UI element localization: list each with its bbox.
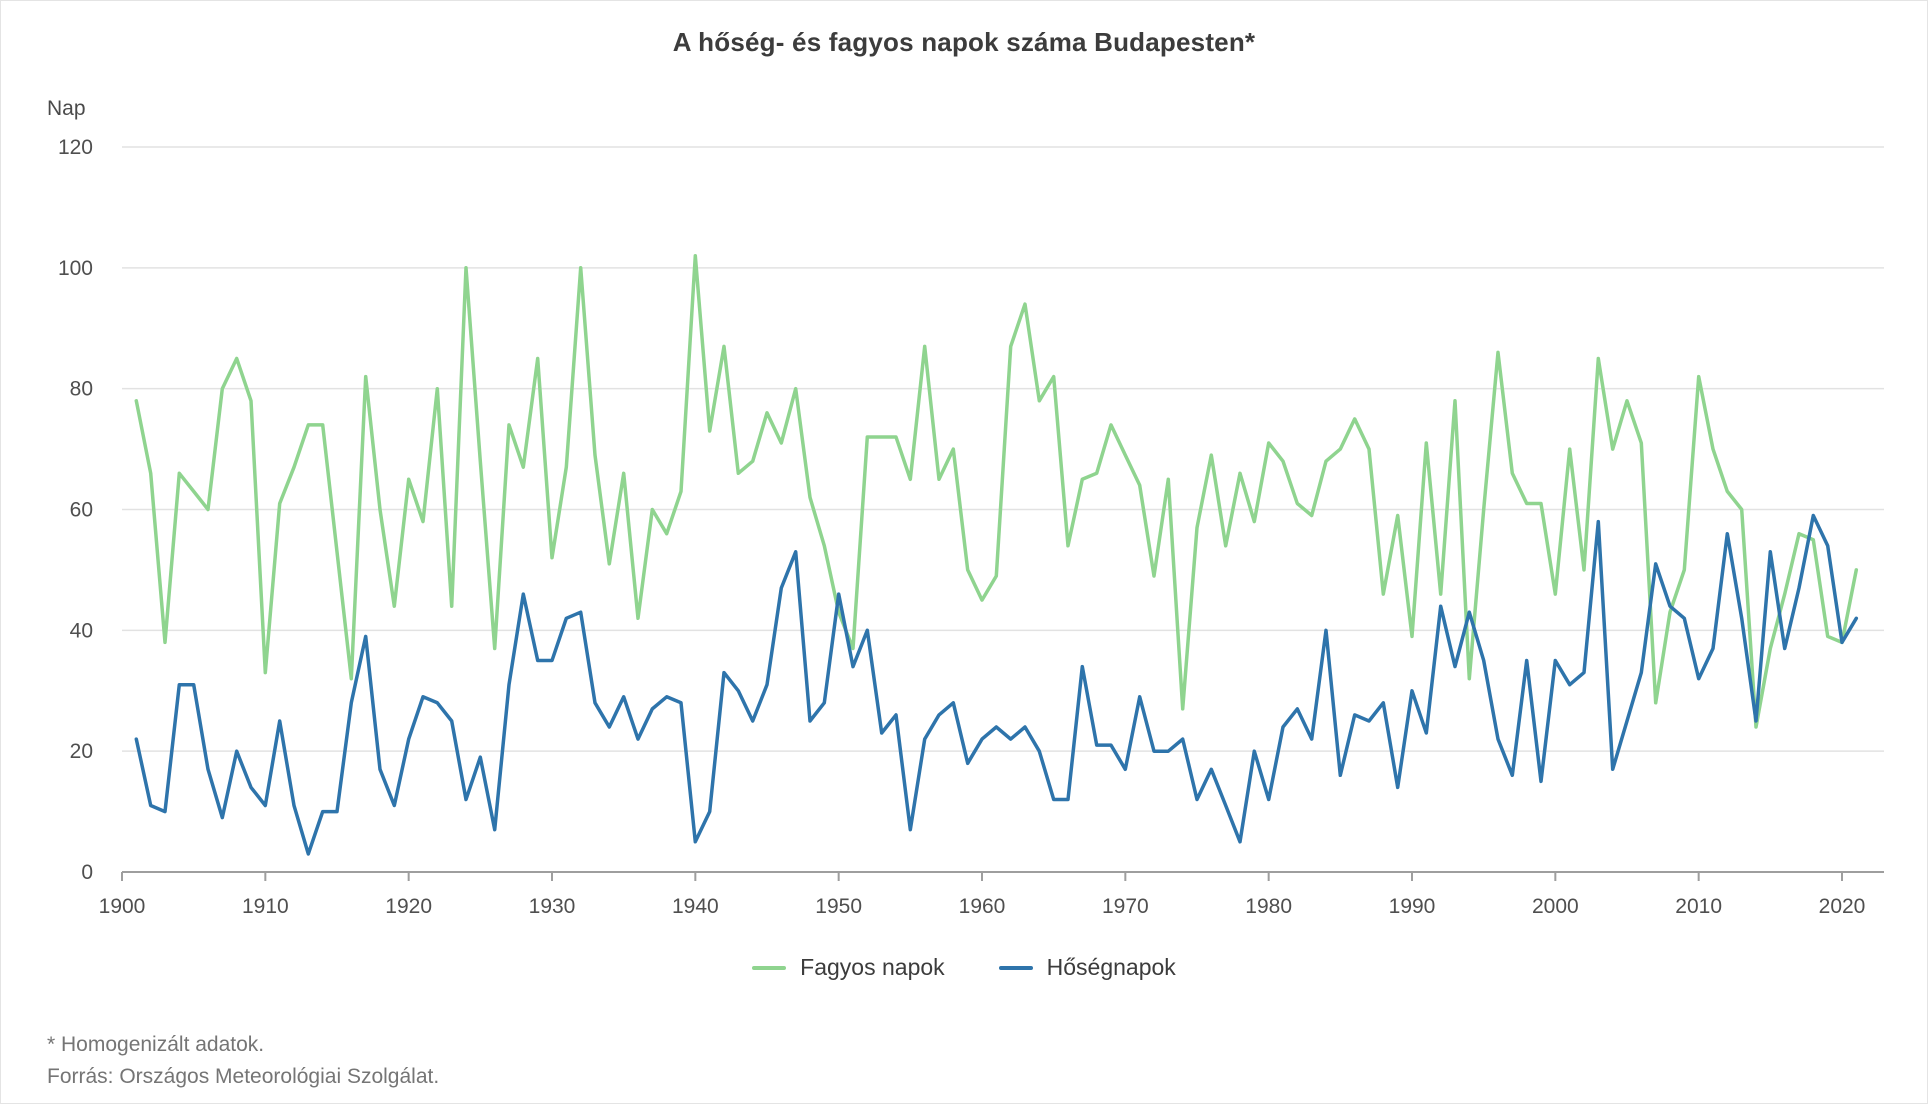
- footnote-homogenized-note: * Homogenizált adatok.: [47, 1033, 265, 1056]
- x-tick-label-2000: 2000: [1532, 895, 1579, 918]
- y-tick-label-100: 100: [58, 257, 93, 280]
- y-axis-unit-label: Nap: [47, 97, 86, 120]
- y-tick-label-80: 80: [70, 378, 93, 401]
- x-tick-labels: 1900 1910 1920 1930 1940 1950 1960 1970 1980 1990…: [99, 895, 1866, 918]
- y-tick-label-20: 20: [70, 740, 93, 763]
- x-tick-label-1900: 1900: [99, 895, 146, 918]
- chart-legend: Fagyos napok Hőségnapok: [1, 954, 1927, 981]
- series-line-frost-days: [134, 254, 1859, 729]
- gridlines: [122, 146, 1884, 873]
- y-tick-label-60: 60: [70, 499, 93, 522]
- x-tick-label-1960: 1960: [959, 895, 1006, 918]
- x-tick-label-1920: 1920: [385, 895, 432, 918]
- y-tick-label-40: 40: [70, 619, 93, 642]
- x-tick-label-1940: 1940: [672, 895, 719, 918]
- x-tick-label-1950: 1950: [815, 895, 862, 918]
- legend-label-heat-days: Hőségnapok: [1046, 954, 1176, 980]
- y-tick-label-0: 0: [81, 861, 93, 884]
- x-tick-label-1970: 1970: [1102, 895, 1149, 918]
- y-tick-labels: 0 20 40 60 80 100 120: [58, 136, 93, 884]
- legend-item-frost-days: Fagyos napok: [752, 954, 945, 981]
- chart-footnotes: * Homogenizált adatok. Forrás: Országos …: [47, 1029, 439, 1093]
- series-line-heat-days: [134, 513, 1859, 856]
- x-tick-label-1910: 1910: [242, 895, 289, 918]
- frost-line-swatch: [752, 965, 787, 970]
- legend-item-heat-days: Hőségnapok: [998, 954, 1176, 981]
- heat-line-swatch: [998, 965, 1033, 970]
- x-tick-label-1990: 1990: [1389, 895, 1436, 918]
- legend-label-frost-days: Fagyos napok: [800, 954, 945, 980]
- chart-title: A hőség- és fagyos napok száma Budapeste…: [672, 27, 1256, 57]
- x-tick-label-1980: 1980: [1245, 895, 1292, 918]
- y-tick-label-120: 120: [58, 136, 93, 159]
- x-tick-label-2020: 2020: [1819, 895, 1866, 918]
- footnote-source: Forrás: Országos Meteorológiai Szolgálat…: [47, 1065, 440, 1088]
- x-tick-label-1930: 1930: [529, 895, 576, 918]
- x-tick-label-2010: 2010: [1675, 895, 1722, 918]
- x-tick-marks: [121, 872, 1843, 881]
